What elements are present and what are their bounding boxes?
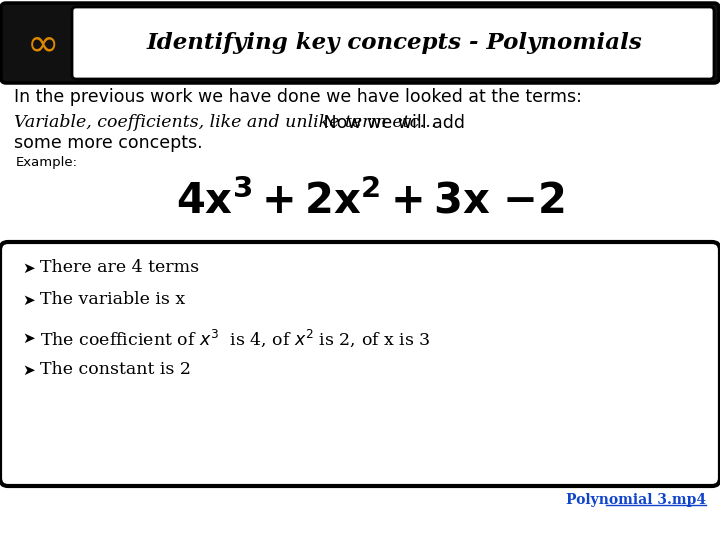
Text: Now we will add: Now we will add: [318, 114, 465, 132]
Text: The coefficient of $x^3$  is 4, of $x^2$ is 2, of x is 3: The coefficient of $x^3$ is 4, of $x^2$ …: [40, 327, 431, 349]
Text: Identifying key concepts - Polynomials: Identifying key concepts - Polynomials: [146, 32, 642, 54]
Text: Example:: Example:: [16, 156, 78, 169]
Text: The variable is x: The variable is x: [40, 292, 185, 308]
Text: some more concepts.: some more concepts.: [14, 134, 202, 152]
Text: $\infty$: $\infty$: [26, 24, 56, 62]
Text: ➤: ➤: [22, 330, 35, 346]
FancyBboxPatch shape: [72, 7, 714, 79]
FancyBboxPatch shape: [1, 3, 719, 83]
Text: Polynomial 3.mp4: Polynomial 3.mp4: [566, 493, 706, 507]
Text: The constant is 2: The constant is 2: [40, 361, 191, 379]
Text: There are 4 terms: There are 4 terms: [40, 260, 199, 276]
Text: ➤: ➤: [22, 260, 35, 275]
Text: In the previous work we have done we have looked at the terms:: In the previous work we have done we hav…: [14, 88, 582, 106]
Text: ➤: ➤: [22, 293, 35, 307]
Text: $\mathbf{4x^3 + 2x^2 + 3x\ {-2}}$: $\mathbf{4x^3 + 2x^2 + 3x\ {-2}}$: [176, 180, 564, 222]
FancyBboxPatch shape: [0, 242, 720, 486]
Text: ➤: ➤: [22, 362, 35, 377]
Text: Variable, coefficients, like and unlike term etc…: Variable, coefficients, like and unlike …: [14, 114, 437, 131]
